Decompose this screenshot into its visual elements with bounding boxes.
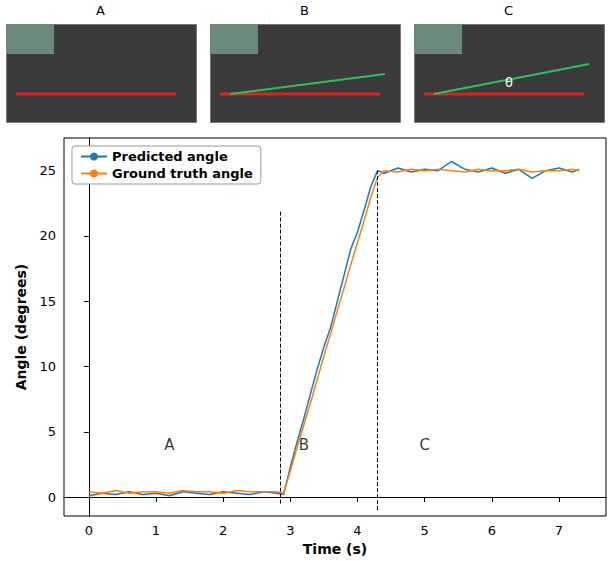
svg-text:25: 25 [39, 163, 56, 178]
svg-text:θ: θ [505, 75, 513, 90]
svg-text:0: 0 [85, 523, 93, 538]
svg-text:B: B [298, 435, 309, 454]
svg-text:C: C [504, 3, 513, 18]
svg-text:Ground truth angle: Ground truth angle [112, 166, 253, 181]
svg-text:20: 20 [39, 228, 56, 243]
svg-text:1: 1 [152, 523, 160, 538]
svg-text:5: 5 [48, 424, 56, 439]
svg-text:4: 4 [353, 523, 361, 538]
svg-text:Time (s): Time (s) [303, 541, 367, 557]
svg-text:B: B [300, 3, 309, 18]
svg-text:15: 15 [39, 294, 56, 309]
svg-text:2: 2 [219, 523, 227, 538]
svg-text:5: 5 [421, 523, 429, 538]
svg-text:C: C [419, 436, 429, 454]
svg-text:3: 3 [286, 523, 294, 538]
svg-text:0: 0 [48, 490, 56, 505]
svg-text:A: A [164, 436, 175, 454]
svg-text:7: 7 [555, 523, 563, 538]
svg-text:A: A [96, 3, 105, 18]
svg-text:6: 6 [488, 523, 496, 538]
svg-text:Predicted angle: Predicted angle [112, 149, 228, 164]
svg-text:10: 10 [39, 359, 56, 374]
svg-text:Angle (degrees): Angle (degrees) [13, 264, 29, 391]
